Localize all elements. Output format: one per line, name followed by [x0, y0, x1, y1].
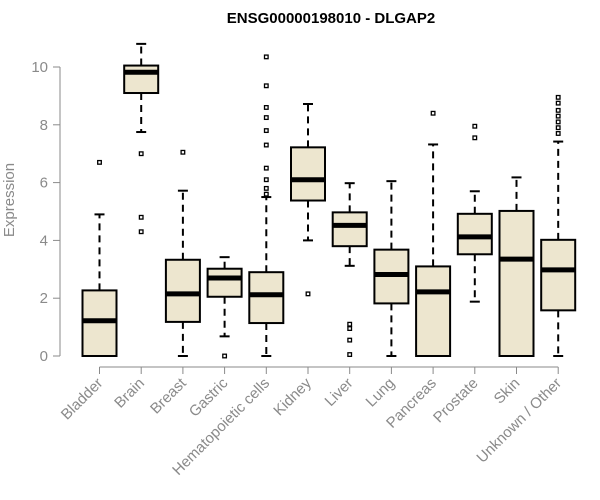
outlier-point: [472, 123, 478, 129]
outlier-point: [263, 191, 269, 197]
y-tick-label: 2: [40, 290, 48, 307]
box-hematopoietic-cells: [248, 54, 285, 357]
outlier-point: [222, 353, 228, 359]
x-tick-label: Kidney: [270, 374, 315, 419]
outlier-point: [555, 125, 561, 131]
iqr-box: [123, 64, 160, 95]
iqr-box: [290, 146, 326, 202]
x-tick-label: Breast: [147, 374, 190, 417]
iqr-box: [206, 267, 243, 298]
iqr-box: [248, 271, 285, 325]
x-tick-label: Skin: [491, 375, 524, 408]
outlier-point: [263, 115, 269, 121]
outlier-point: [555, 131, 561, 136]
outlier-point: [138, 214, 144, 220]
iqr-box: [540, 238, 577, 312]
outlier-point: [138, 151, 144, 157]
outlier-point: [347, 321, 353, 327]
iqr-box: [456, 212, 493, 256]
y-tick-label: 0: [40, 348, 48, 365]
outlier-point: [347, 326, 353, 331]
box-kidney: [290, 102, 326, 297]
x-tick-label: Liver: [322, 375, 357, 410]
box-gastric: [206, 256, 243, 359]
y-tick-label: 6: [40, 175, 48, 192]
outlier-point: [263, 54, 269, 60]
outlier-point: [263, 105, 269, 110]
y-axis-label: Expression: [1, 163, 18, 237]
y-tick-label: 10: [31, 59, 48, 76]
box-bladder: [81, 159, 118, 357]
outlier-point: [430, 110, 436, 116]
outlier-point: [347, 352, 353, 358]
outlier-point: [472, 135, 478, 141]
outlier-point: [347, 337, 353, 343]
outlier-point: [555, 119, 561, 125]
box-prostate: [456, 123, 493, 303]
x-tick-label: Brain: [111, 375, 148, 412]
outlier-point: [138, 229, 144, 235]
boxes-group: [81, 42, 577, 359]
chart-title: ENSG00000198010 - DLGAP2: [227, 10, 435, 27]
outlier-point: [263, 128, 269, 134]
iqr-box: [331, 211, 368, 248]
outlier-point: [305, 291, 311, 297]
box-brain: [123, 42, 160, 235]
box-skin: [498, 176, 535, 357]
box-breast: [164, 149, 201, 357]
outlier-point: [263, 165, 269, 171]
outlier-point: [263, 185, 269, 191]
outlier-point: [263, 177, 269, 183]
y-tick-label: 4: [40, 232, 48, 249]
outlier-point: [555, 107, 561, 113]
iqr-box: [415, 265, 452, 357]
x-tick-label: Prostate: [430, 375, 482, 427]
outlier-point: [555, 94, 561, 100]
x-tick-label: Lung: [363, 375, 399, 411]
x-tick-label: Bladder: [58, 375, 107, 424]
iqr-box: [498, 209, 535, 357]
y-tick-label: 8: [40, 117, 48, 134]
outlier-point: [97, 159, 102, 165]
outlier-point: [555, 113, 561, 119]
box-liver: [331, 182, 368, 358]
outlier-point: [263, 142, 269, 148]
box-lung: [373, 180, 410, 357]
box-pancreas: [415, 110, 452, 357]
iqr-box: [164, 258, 201, 323]
outlier-point: [555, 100, 561, 106]
box-unknown-other: [540, 94, 577, 357]
outlier-point: [263, 83, 269, 89]
y-axis: 0 2 4 6 8 10: [31, 59, 61, 365]
outlier-point: [180, 149, 186, 155]
